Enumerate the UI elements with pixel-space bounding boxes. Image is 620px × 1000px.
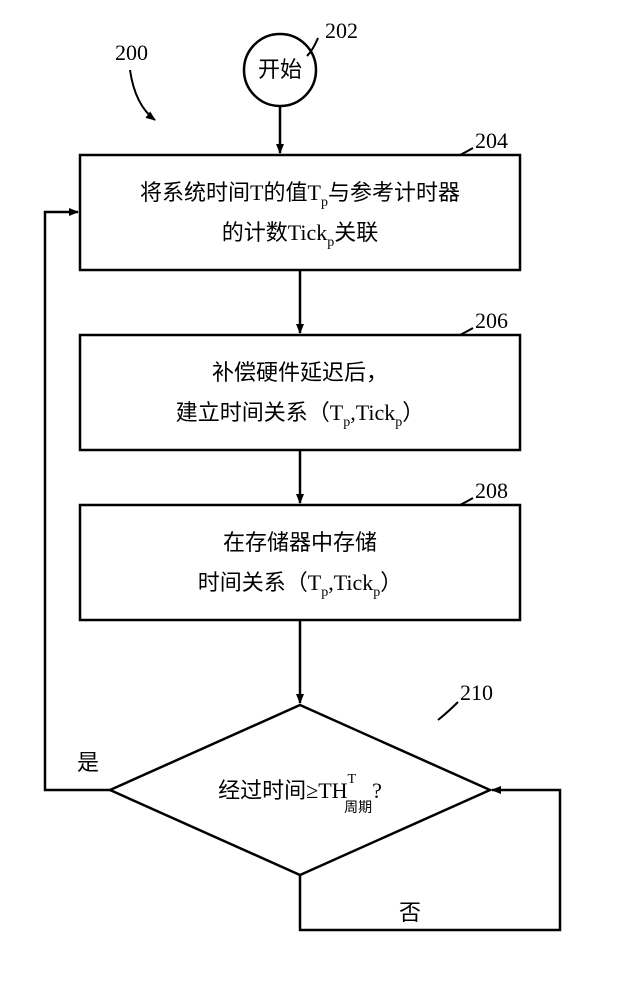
node-step2 [80,335,520,450]
node-start-text: 开始 [258,57,302,82]
ref-label-figure: 200 [115,40,148,65]
flowchart-svg: 200 开始 202 将系统时间T的值Tp与参考计时器 的计数Tickp关联 2… [0,0,620,1000]
node-step2-line2: 建立时间关系（Tp,Tickp） [176,400,425,430]
edge-yes-label: 是 [77,750,99,775]
ref-leader-decision [438,702,458,720]
ref-label-decision: 210 [460,680,493,705]
edge-no-label: 否 [399,900,421,925]
ref-label-step2: 206 [475,308,508,333]
node-step1-line2: 的计数Tickp关联 [222,220,379,250]
node-step3 [80,505,520,620]
node-step3-line1: 在存储器中存储 [223,530,377,555]
edge-no [300,790,560,930]
node-step2-line1: 补偿硬件延迟后， [212,360,388,385]
edge-yes [45,212,110,790]
ref-label-start: 202 [325,18,358,43]
ref-label-step1: 204 [475,128,508,153]
ref-arrow-figure [130,70,155,120]
node-step1 [80,155,520,270]
node-decision-text: 经过时间≥THT周期? [218,772,382,816]
ref-label-step3: 208 [475,478,508,503]
node-step3-line2: 时间关系（Tp,Tickp） [198,570,403,600]
node-step1-line1: 将系统时间T的值Tp与参考计时器 [140,180,460,210]
